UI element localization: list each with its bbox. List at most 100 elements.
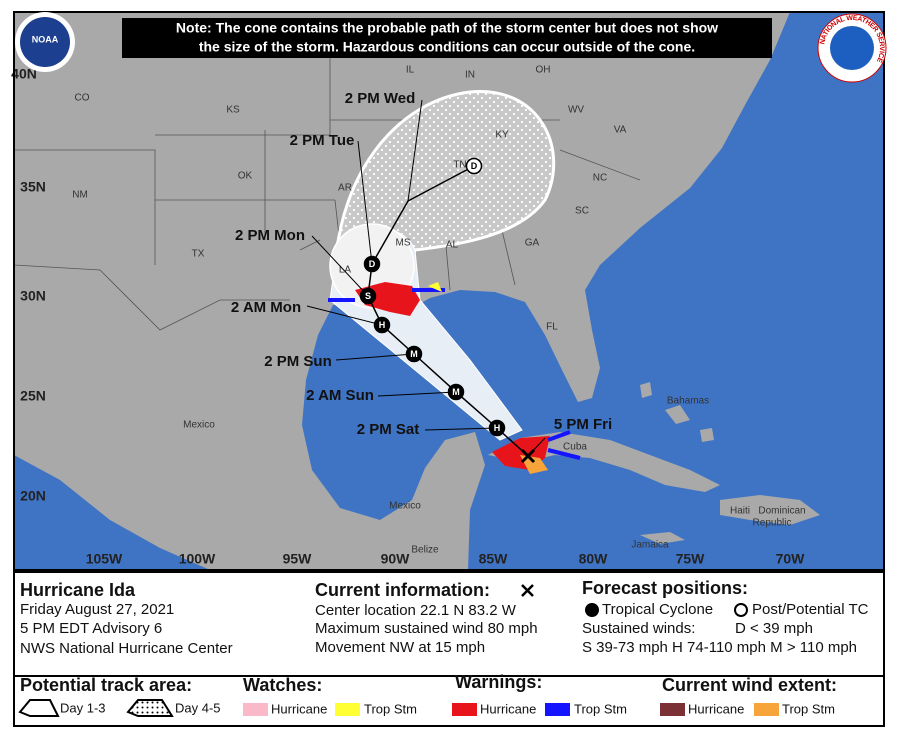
- place-label: LA: [339, 265, 352, 276]
- movement: Movement NW at 15 mph: [315, 639, 485, 656]
- legend-item: Trop Stm: [574, 701, 627, 716]
- forecast-label: 2 PM Sun: [264, 353, 332, 370]
- forecast-label: 2 PM Sat: [357, 421, 420, 438]
- grid-label: 20N: [20, 488, 46, 504]
- place-label: VA: [614, 125, 627, 136]
- place-label: TN: [453, 160, 466, 171]
- storm-name: Hurricane Ida: [20, 580, 136, 600]
- note-line: Note: The cone contains the probable pat…: [176, 20, 718, 36]
- legend-item: Day 4-5: [175, 700, 221, 715]
- advisory: 5 PM EDT Advisory 6: [20, 620, 162, 637]
- grid-label: 85W: [479, 551, 509, 567]
- forecast-marker: [359, 287, 377, 305]
- place-label: NM: [72, 190, 88, 201]
- forecast-symbol: M: [452, 387, 460, 397]
- place-label: OK: [238, 171, 253, 182]
- ptc-label: Post/Potential TC: [752, 601, 869, 618]
- legend-title: Potential track area:: [20, 675, 192, 695]
- note-box: [122, 18, 772, 58]
- winds-title: Sustained winds:: [582, 620, 695, 637]
- legend-item: Hurricane: [688, 701, 744, 716]
- forecast-label: 2 AM Sun: [306, 387, 374, 404]
- swatch: [243, 703, 268, 716]
- place-label: NC: [593, 173, 607, 184]
- bahamas: [640, 382, 714, 442]
- place-label: SC: [575, 206, 589, 217]
- place-label: OH: [536, 65, 551, 76]
- current-title: Current information:: [315, 580, 490, 600]
- grid-label: 40N: [11, 66, 37, 82]
- swatch: [660, 703, 685, 716]
- place-label: KS: [226, 105, 240, 116]
- grid-label: 30N: [20, 288, 46, 304]
- place-label: AL: [446, 240, 459, 251]
- forecast-label: 2 PM Tue: [290, 132, 355, 149]
- place-label: IN: [465, 70, 475, 81]
- place-label: Republic: [753, 518, 792, 529]
- place-label: IL: [406, 65, 415, 76]
- leader-line: [357, 140, 373, 265]
- forecast-label: 2 AM Mon: [231, 299, 301, 316]
- legend: Potential track area: Day 1-3 Day 4-5 Wa…: [13, 672, 885, 727]
- place-label: Bahamas: [667, 396, 709, 407]
- ocean-pacific: [14, 455, 210, 570]
- leader-line: [335, 353, 415, 361]
- ptc-icon: [734, 603, 748, 617]
- note-line: the size of the storm. Hazardous conditi…: [199, 39, 695, 55]
- grid-label: 25N: [20, 388, 46, 404]
- ocean: [302, 12, 884, 570]
- forecast-label: 5 PM Fri: [554, 416, 612, 433]
- legend-item: Trop Stm: [364, 701, 417, 716]
- swatch: [754, 703, 779, 716]
- day45-swatch: [126, 699, 174, 717]
- forecast-marker: [373, 316, 391, 334]
- legend-item: Hurricane: [480, 701, 536, 716]
- place-label: AR: [338, 183, 352, 194]
- forecast-marker: [488, 419, 506, 437]
- current-x-icon: [521, 584, 534, 597]
- noaa-logo-text: NOAA: [32, 34, 59, 44]
- grid-label: 35N: [20, 179, 46, 195]
- storm-date: Friday August 27, 2021: [20, 601, 174, 618]
- day13-swatch: [18, 699, 60, 717]
- forecast-title: Forecast positions:: [582, 578, 748, 598]
- forecast-marker: [405, 345, 423, 363]
- place-label: CO: [75, 93, 90, 104]
- legend-item: Trop Stm: [782, 701, 835, 716]
- place-label: Mexico: [183, 420, 215, 431]
- tc-label: Tropical Cyclone: [602, 601, 713, 618]
- grid-label: 95W: [283, 551, 313, 567]
- forecast-marker: [447, 383, 465, 401]
- swatch: [335, 703, 360, 716]
- grid-label: 80W: [579, 551, 609, 567]
- swatch: [545, 703, 570, 716]
- leader-line: [306, 305, 383, 326]
- forecast-symbol: H: [379, 320, 386, 330]
- winds-d: D < 39 mph: [735, 620, 813, 637]
- grid-label: 75W: [676, 551, 706, 567]
- place-label: GA: [525, 238, 540, 249]
- legend-title: Warnings:: [455, 672, 542, 692]
- leader-line: [407, 99, 423, 202]
- forecast-symbol: H: [494, 423, 501, 433]
- forecast-symbol: D: [471, 161, 478, 171]
- place-label: KY: [495, 130, 509, 141]
- grid-label: 90W: [381, 551, 411, 567]
- swatch: [452, 703, 477, 716]
- place-label: Belize: [411, 545, 439, 556]
- leader-line: [424, 427, 498, 431]
- place-label: Cuba: [563, 442, 587, 453]
- info-panel: Hurricane Ida Friday August 27, 2021 5 P…: [13, 571, 885, 677]
- winds-scale: S 39-73 mph H 74-110 mph M > 110 mph: [582, 639, 857, 656]
- forecast-marker: [465, 157, 483, 175]
- jamaica: [640, 532, 685, 544]
- leader-line: [311, 235, 369, 297]
- wind-extent-trop: [520, 455, 548, 474]
- place-label: WV: [568, 105, 584, 116]
- hispaniola: [720, 495, 820, 525]
- place-label: TX: [192, 249, 205, 260]
- place-label: Mexico: [389, 501, 421, 512]
- grid-label: 100W: [179, 551, 216, 567]
- noaa-logo-inner: [20, 17, 70, 67]
- forecast-symbol: D: [369, 259, 376, 269]
